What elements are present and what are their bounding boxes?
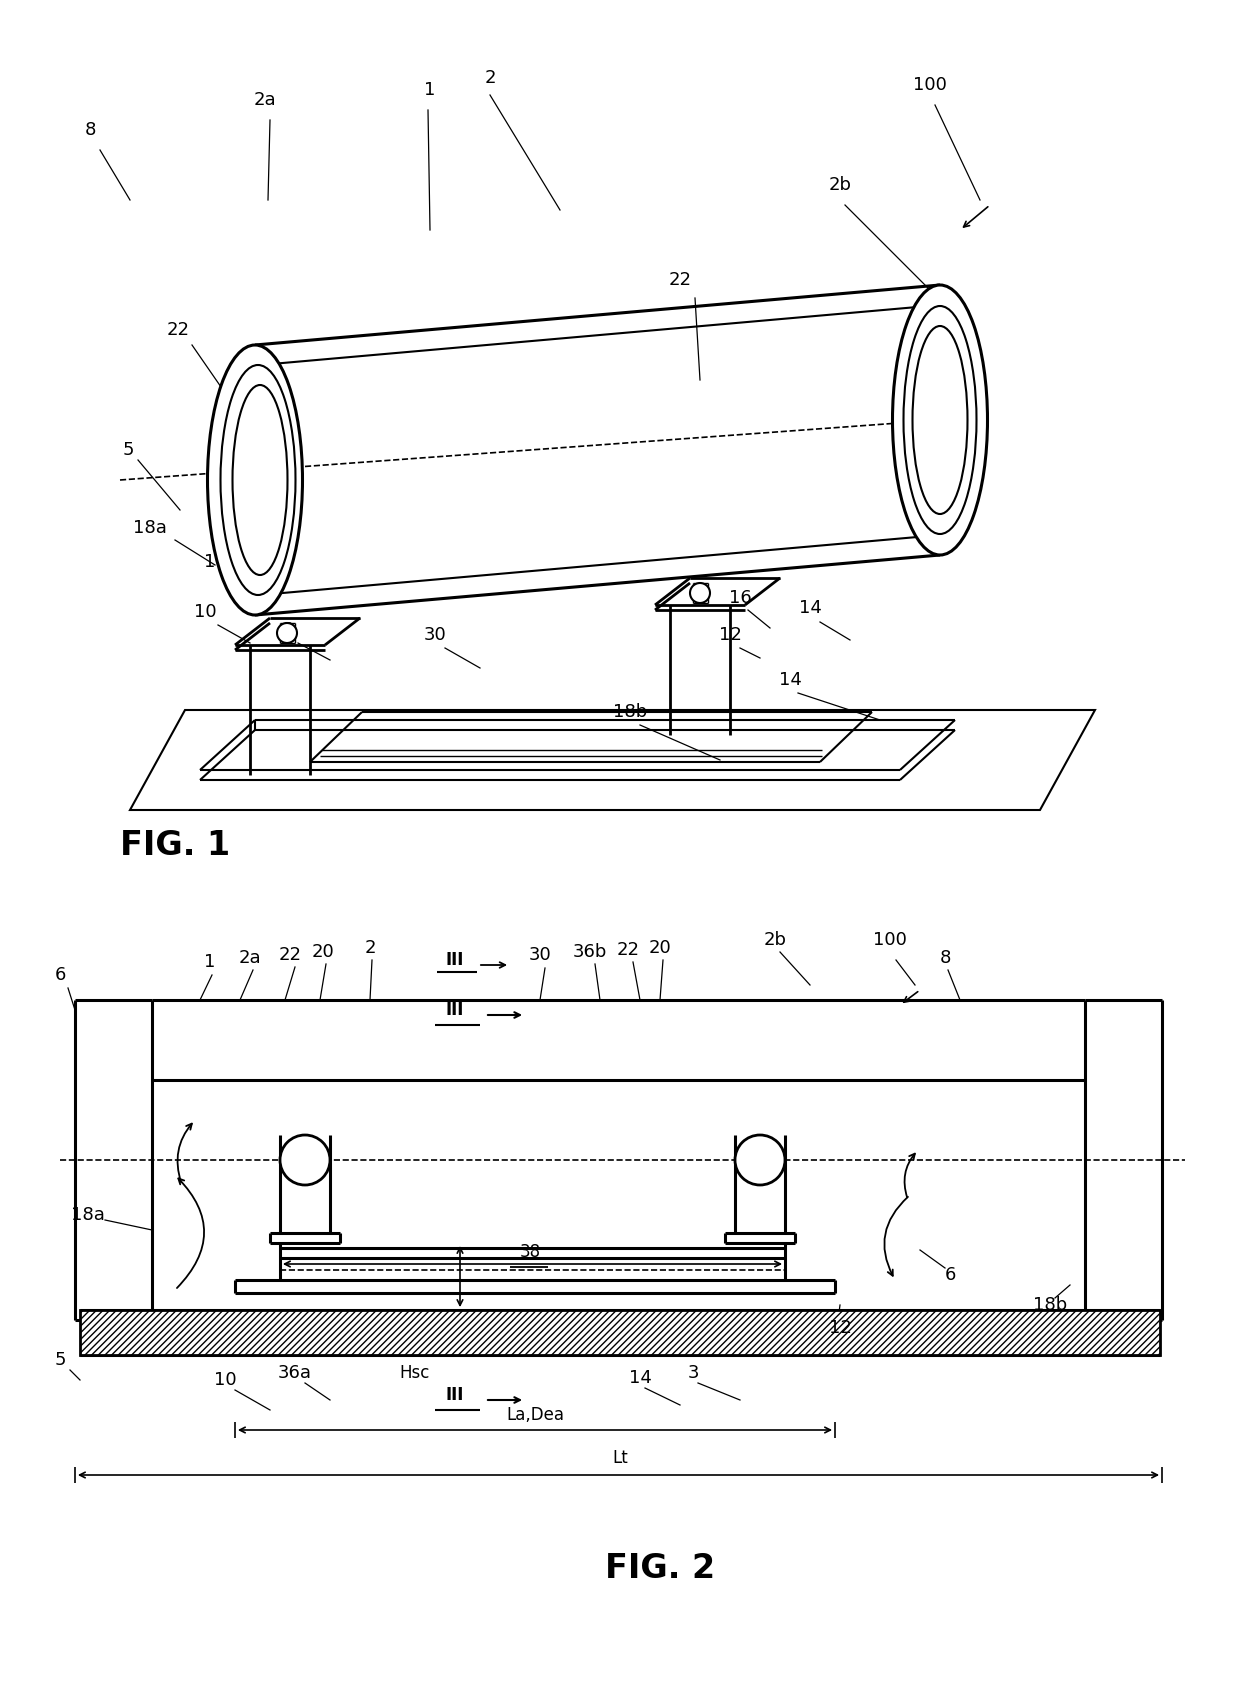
Text: 22: 22 — [616, 941, 640, 959]
Text: FIG. 1: FIG. 1 — [120, 829, 231, 861]
Text: 2a: 2a — [238, 949, 262, 968]
Text: III: III — [446, 1387, 464, 1404]
Text: 6: 6 — [945, 1267, 956, 1284]
Text: Lt: Lt — [613, 1449, 627, 1468]
Text: 5: 5 — [55, 1351, 66, 1370]
Text: 10: 10 — [193, 603, 216, 622]
Text: 5: 5 — [123, 441, 134, 459]
Text: 36b: 36b — [573, 942, 608, 961]
Text: 8: 8 — [84, 122, 95, 138]
Ellipse shape — [233, 385, 288, 574]
Text: 2b: 2b — [828, 176, 852, 194]
Text: 18b: 18b — [613, 703, 647, 721]
Text: 30: 30 — [424, 627, 446, 644]
Ellipse shape — [904, 306, 977, 534]
Bar — [81, 1311, 1159, 1355]
Text: 22: 22 — [668, 270, 692, 289]
Text: 2b: 2b — [764, 931, 786, 949]
Text: 38: 38 — [520, 1243, 541, 1262]
Text: 100: 100 — [873, 931, 906, 949]
Circle shape — [277, 623, 298, 644]
Text: 14: 14 — [629, 1370, 651, 1387]
Polygon shape — [130, 709, 1095, 811]
Text: 10: 10 — [213, 1371, 237, 1388]
Circle shape — [689, 583, 711, 603]
Text: Hsc: Hsc — [399, 1365, 430, 1382]
Text: 2: 2 — [365, 939, 376, 958]
Ellipse shape — [893, 285, 987, 556]
Ellipse shape — [913, 326, 967, 513]
Text: 30: 30 — [528, 946, 552, 964]
Text: 20: 20 — [311, 942, 335, 961]
Text: 12: 12 — [718, 627, 742, 644]
Text: 3: 3 — [687, 1365, 699, 1382]
Text: 22: 22 — [279, 946, 301, 964]
Text: FIG. 2: FIG. 2 — [605, 1552, 715, 1584]
Text: III: III — [446, 951, 464, 969]
Text: 12: 12 — [828, 1319, 852, 1338]
Text: 18a: 18a — [71, 1206, 105, 1225]
Circle shape — [280, 1135, 330, 1186]
Text: 14: 14 — [799, 600, 821, 616]
Text: 16: 16 — [729, 589, 751, 606]
Text: 2: 2 — [485, 69, 496, 88]
Text: 20: 20 — [649, 939, 671, 958]
Text: 8: 8 — [940, 949, 951, 968]
Text: 1: 1 — [424, 81, 435, 100]
Text: 18b: 18b — [1033, 1295, 1068, 1314]
Text: 100: 100 — [913, 76, 947, 95]
Text: 18a: 18a — [133, 519, 167, 537]
Text: 14: 14 — [779, 671, 801, 689]
Text: 36a: 36a — [278, 1365, 312, 1382]
Text: 1: 1 — [205, 953, 216, 971]
Text: 16: 16 — [203, 552, 227, 571]
Ellipse shape — [221, 365, 295, 595]
Text: III: III — [446, 1002, 464, 1018]
Text: La,Dea: La,Dea — [506, 1405, 564, 1424]
Text: 2a: 2a — [254, 91, 277, 110]
Text: 3: 3 — [283, 622, 294, 638]
Text: 6: 6 — [55, 966, 66, 985]
Text: 22: 22 — [166, 321, 190, 339]
Ellipse shape — [207, 345, 303, 615]
Circle shape — [735, 1135, 785, 1186]
